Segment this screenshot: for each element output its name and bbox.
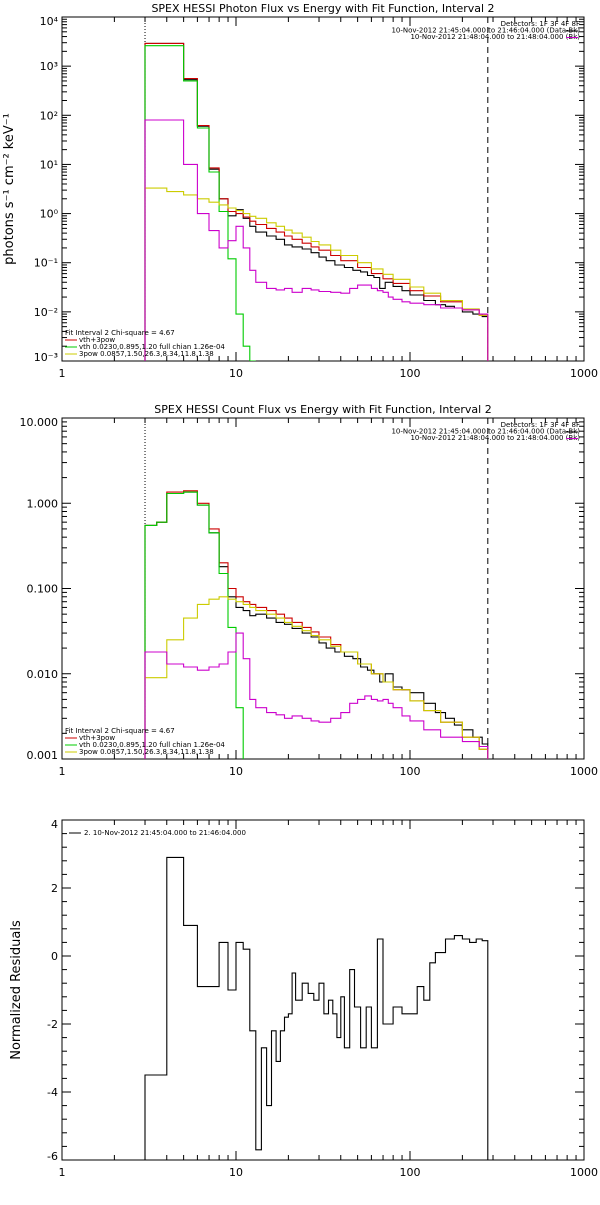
x-tick-label: 1 <box>59 367 66 380</box>
series-group <box>144 856 489 1160</box>
y-tick-label: 1.000 <box>27 497 59 510</box>
series-group <box>144 42 489 361</box>
x-tick-label: 10 <box>229 367 243 380</box>
residuals-panel: Normalized Residuals 1 10 100 1000 -6 -4 -2 0 2 4 2… <box>9 818 598 1179</box>
y-tick-label: -6 <box>47 1150 58 1163</box>
legend-entry: 3pow 0.0857,1.50,26.3,8.34,11.8,1.38 <box>79 350 214 358</box>
y-tick-label: 4 <box>51 818 58 831</box>
header-line: 10-Nov-2012 21:48:04.000 to 21:48:04.000… <box>410 33 580 41</box>
header-line: Detectors: 1F 3F 4F 8F <box>501 421 580 429</box>
y-tick-label: 0.010 <box>27 668 59 681</box>
series-line-data <box>144 491 489 759</box>
y-axis-label: photons s⁻¹ cm⁻² keV⁻¹ <box>2 113 17 265</box>
x-tick-label: 100 <box>400 1166 421 1179</box>
y-tick-label: 10⁻³ <box>34 351 58 364</box>
series-line-3pow <box>144 596 489 759</box>
plot-frame <box>61 819 585 1161</box>
x-tick-label: 10 <box>229 1166 243 1179</box>
plot-frame <box>61 417 585 760</box>
legend-entry: 2. 10-Nov-2012 21:45:04.000 to 21:46:04.… <box>84 829 246 837</box>
x-tick-label: 1 <box>59 1166 66 1179</box>
y-tick-label: 2 <box>51 882 58 895</box>
series-line-model <box>144 42 489 361</box>
legend-entry: vth+3pow <box>79 734 115 742</box>
y-tick-label: 10⁰ <box>40 208 59 221</box>
legend-entry: vth 0.0230,0.895,1.20 full chian 1.26e-0… <box>79 741 225 749</box>
legend-title: Fit Interval 2 Chi-square = 4.67 <box>65 329 175 337</box>
y-tick-label: -2 <box>47 1018 58 1031</box>
legend-entry: 3pow 0.0857,1.50,26.3,8.34,11.8,1.38 <box>79 748 214 756</box>
y-tick-label: 10³ <box>40 60 58 73</box>
header-line: 10-Nov-2012 21:48:04.000 to 21:48:04.000… <box>410 434 580 442</box>
y-tick-label: 0.100 <box>27 583 59 596</box>
photon-flux-panel: SPEX HESSI Photon Flux vs Energy with Fi… <box>2 2 598 380</box>
y-tick-label: 10¹ <box>40 158 58 171</box>
series-line-3pow <box>144 187 489 361</box>
x-tick-label: 100 <box>400 765 421 778</box>
y-tick-label: -4 <box>47 1086 58 1099</box>
chart-title: SPEX HESSI Photon Flux vs Energy with Fi… <box>151 2 494 15</box>
count-flux-panel: SPEX HESSI Count Flux vs Energy with Fit… <box>20 403 599 778</box>
plot-frame <box>61 16 585 362</box>
y-tick-label: 10⁻² <box>34 306 58 319</box>
chart-title: SPEX HESSI Count Flux vs Energy with Fit… <box>154 403 491 416</box>
x-tick-label: 1000 <box>570 367 598 380</box>
y-axis-label: Normalized Residuals <box>9 920 24 1060</box>
y-tick-label: 0.001 <box>27 749 59 762</box>
legend-title: Fit Interval 2 Chi-square = 4.67 <box>65 727 175 735</box>
x-tick-label: 100 <box>400 367 421 380</box>
x-tick-label: 10 <box>229 765 243 778</box>
series-group <box>144 490 489 759</box>
x-tick-label: 1000 <box>570 1166 598 1179</box>
header-line: 10-Nov-2012 21:45:04.000 to 21:46:04.000… <box>391 428 580 436</box>
x-tick-label: 1000 <box>570 765 598 778</box>
series-line-vth <box>144 491 244 759</box>
y-tick-label: 10.000 <box>20 416 59 429</box>
header-line: 10-Nov-2012 21:45:04.000 to 21:46:04.000… <box>391 27 580 35</box>
legend-entry: vth+3pow <box>79 336 115 344</box>
series-line-model <box>144 490 489 759</box>
series-line-background <box>144 119 489 361</box>
legend-entry: vth 0.0230,0.895,1.20 full chian 1.26e-0… <box>79 343 225 351</box>
y-tick-label: 10⁻¹ <box>34 257 58 270</box>
series-line-residuals <box>144 856 489 1160</box>
series-line-background <box>144 632 489 759</box>
y-tick-label: 10⁴ <box>40 15 59 28</box>
y-tick-label: 10² <box>40 109 58 122</box>
x-tick-label: 1 <box>59 765 66 778</box>
series-line-data <box>144 42 489 361</box>
series-line-vth <box>144 45 256 361</box>
header-line: Detectors: 1F 3F 4F 8F <box>501 20 580 28</box>
y-tick-label: 0 <box>51 950 58 963</box>
